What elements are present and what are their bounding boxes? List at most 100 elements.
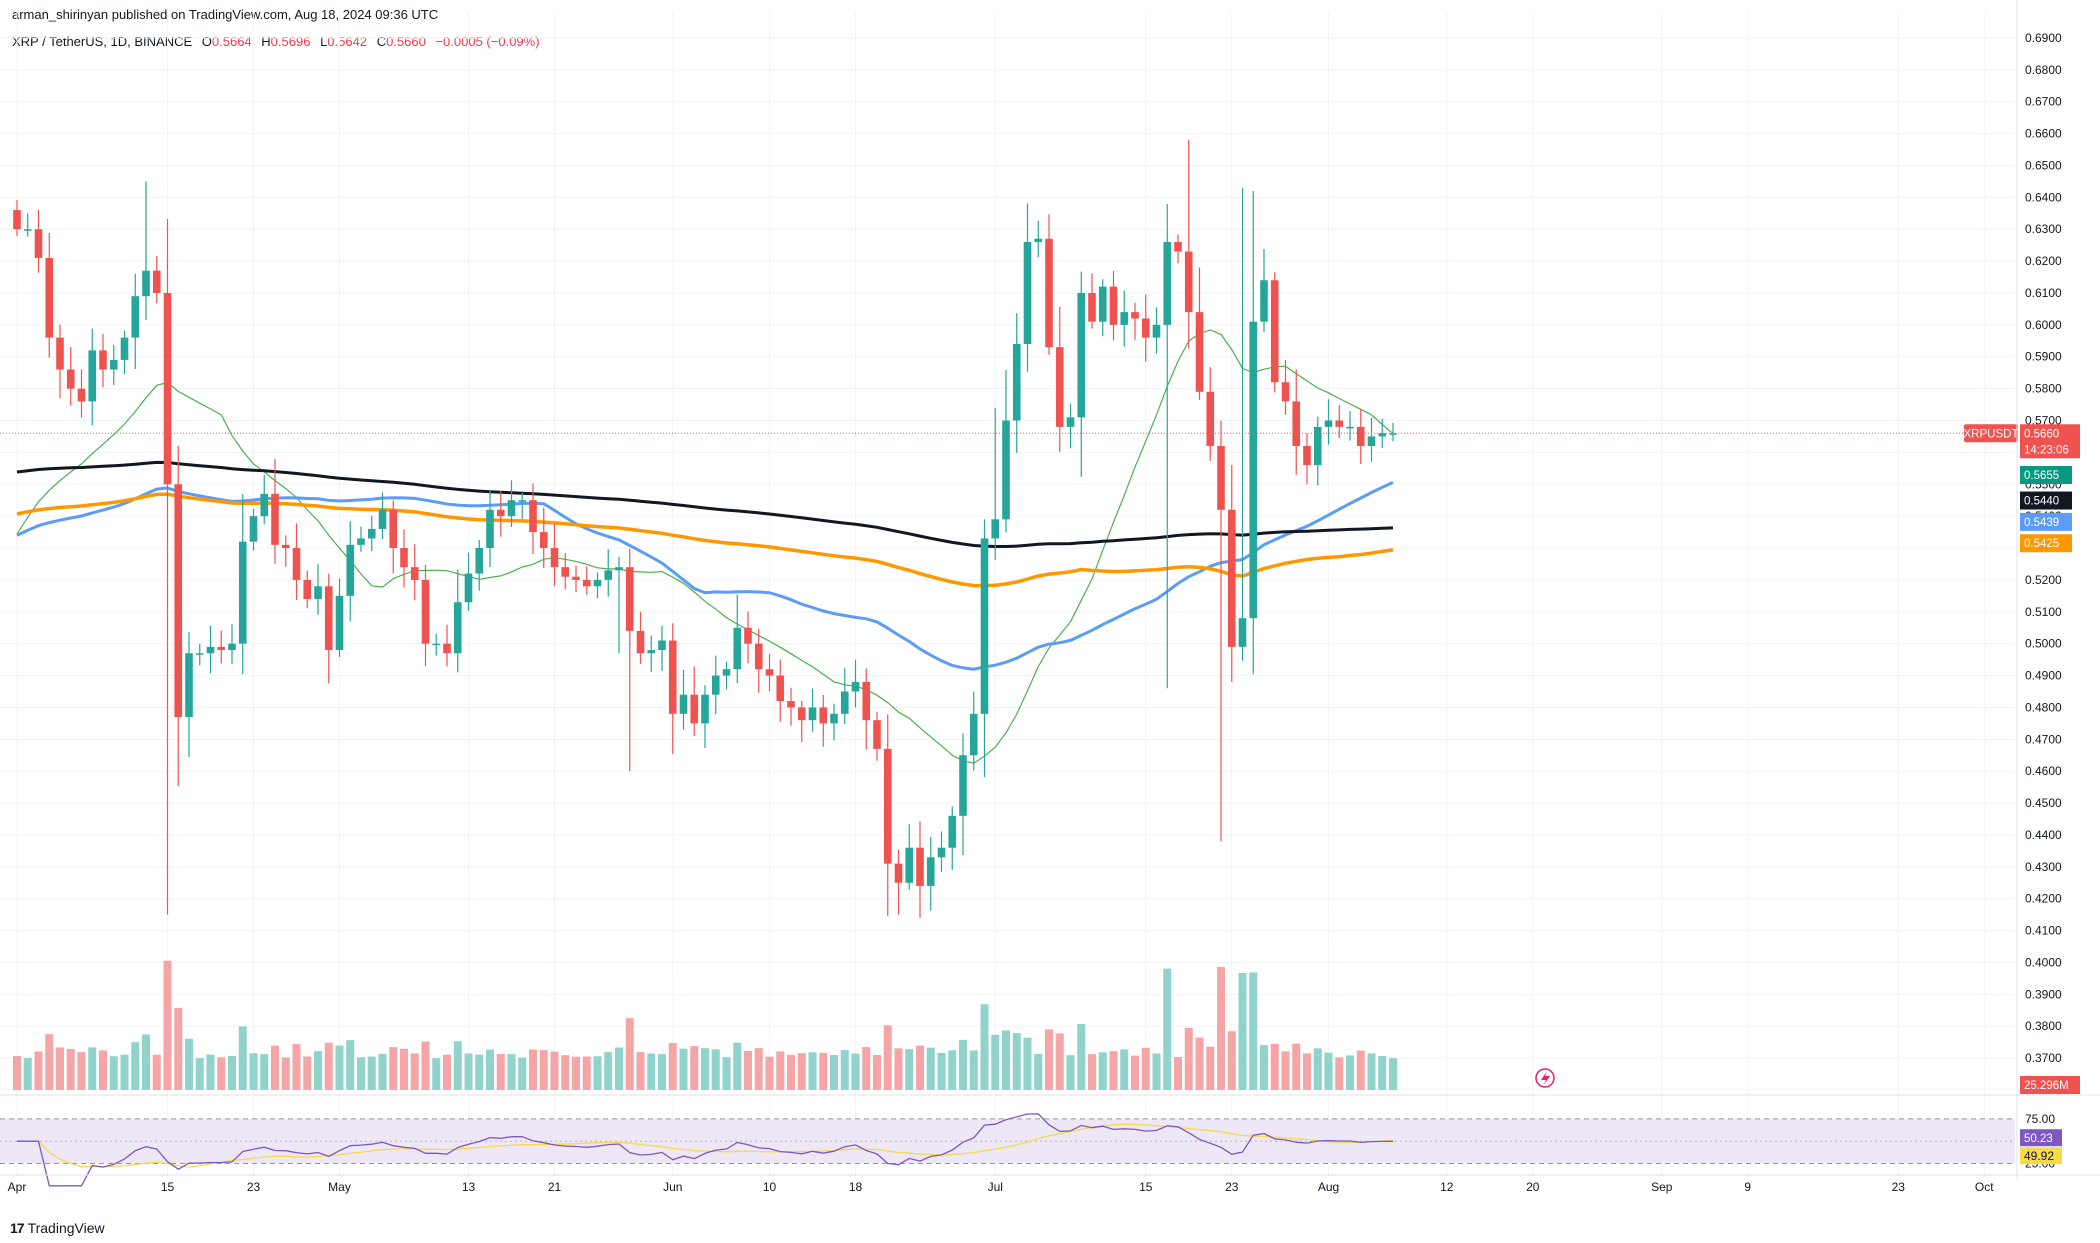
volume-bar bbox=[464, 1053, 473, 1090]
volume-bar bbox=[873, 1055, 881, 1090]
volume-bar bbox=[1206, 1046, 1215, 1090]
candle-body bbox=[1292, 401, 1301, 447]
volume-bar bbox=[744, 1051, 752, 1090]
symbol-tag-box bbox=[1964, 424, 2018, 443]
volume-bar bbox=[722, 1057, 731, 1090]
candle-body bbox=[959, 755, 967, 816]
volume-bar bbox=[443, 1054, 451, 1090]
candle-body bbox=[217, 646, 226, 651]
candle-body bbox=[529, 500, 537, 533]
volume-bar bbox=[754, 1048, 763, 1090]
volume-bar bbox=[1045, 1029, 1053, 1090]
candle-body bbox=[754, 643, 763, 670]
candle-body bbox=[1346, 426, 1354, 429]
volume-bar bbox=[228, 1055, 236, 1090]
candle-body bbox=[1088, 292, 1096, 322]
volume-bar bbox=[1260, 1045, 1268, 1090]
candle-body bbox=[1249, 321, 1258, 619]
volume-bar bbox=[131, 1042, 140, 1090]
open-label: O bbox=[201, 34, 212, 49]
candle-body bbox=[1195, 312, 1204, 392]
ma-black-price-tag-text: 0.5440 bbox=[2024, 496, 2059, 508]
candle-body bbox=[787, 701, 795, 708]
candle-body bbox=[679, 694, 688, 714]
volume-bar bbox=[99, 1050, 107, 1090]
price-axis: 0.6900 0.6800 0.6700 0.6600 0.6500 0.6400 0.63… bbox=[2025, 31, 2062, 1097]
candle-body bbox=[432, 643, 441, 646]
ma-orange-line bbox=[16, 492, 1394, 588]
candle-body bbox=[1281, 382, 1290, 402]
volume-bar bbox=[776, 1051, 785, 1090]
ma-blue-price-tag-box bbox=[2020, 512, 2072, 531]
volume-bar bbox=[926, 1047, 935, 1090]
date-tick-label: May bbox=[328, 1180, 351, 1194]
date-tick-label: 12 bbox=[1440, 1180, 1454, 1194]
candle-body bbox=[486, 509, 494, 549]
volume-value-tag: 25.296M bbox=[2020, 1076, 2080, 1094]
tradingview-brand[interactable]: 17 TradingView bbox=[10, 1220, 105, 1236]
volume-bar bbox=[1174, 1057, 1182, 1090]
date-tick-label: 15 bbox=[1139, 1180, 1153, 1194]
ma-black-line bbox=[16, 460, 1394, 548]
volume-bar bbox=[851, 1053, 860, 1090]
candle-body bbox=[830, 713, 838, 724]
candle-body bbox=[797, 707, 806, 721]
volume-bar bbox=[905, 1049, 914, 1090]
candle-body bbox=[464, 573, 473, 603]
volume-bar bbox=[1163, 968, 1172, 1090]
candle-body bbox=[45, 257, 54, 338]
volume-bar bbox=[765, 1056, 774, 1090]
candle-body bbox=[969, 713, 978, 756]
volume-bar bbox=[335, 1045, 344, 1090]
candle-body bbox=[88, 350, 97, 402]
candle-body bbox=[980, 538, 989, 714]
candle-body bbox=[1066, 417, 1075, 427]
candle-body bbox=[851, 681, 860, 692]
price-tick-label: 0.5100 bbox=[2025, 605, 2062, 619]
candle-body bbox=[1023, 241, 1032, 344]
volume-bar bbox=[1389, 1058, 1397, 1090]
candle-body bbox=[378, 509, 387, 529]
price-tick-label: 0.5200 bbox=[2025, 573, 2062, 587]
price-tick-label: 0.6600 bbox=[2025, 127, 2062, 141]
price-tick-label: 0.5000 bbox=[2025, 637, 2062, 651]
volume-bar bbox=[507, 1054, 516, 1090]
candle-body bbox=[1217, 446, 1225, 510]
rsi-ma-value-tag: 49.92 bbox=[2020, 1147, 2062, 1165]
volume-bar bbox=[937, 1052, 946, 1090]
candle-body bbox=[1389, 433, 1397, 435]
volume-bar bbox=[808, 1052, 817, 1090]
volume-bars bbox=[13, 960, 1397, 1090]
candle-body bbox=[1270, 280, 1279, 383]
price-tag-value: 0.5660 bbox=[2024, 428, 2059, 440]
volume-bar bbox=[1002, 1030, 1010, 1090]
date-tick-label: 15 bbox=[161, 1180, 175, 1194]
volume-bar bbox=[1098, 1052, 1107, 1090]
volume-bar bbox=[1141, 1047, 1150, 1090]
candle-body bbox=[593, 579, 602, 587]
price-tick-label: 0.3900 bbox=[2025, 987, 2062, 1001]
volume-bar bbox=[1023, 1037, 1032, 1090]
volume-bar bbox=[561, 1055, 570, 1090]
volume-bar bbox=[1088, 1054, 1096, 1090]
price-tick-label: 0.5800 bbox=[2025, 382, 2062, 396]
candle-body bbox=[400, 548, 408, 568]
volume-bar bbox=[1077, 1023, 1086, 1090]
candle-body bbox=[109, 359, 118, 370]
candle-body bbox=[1260, 280, 1268, 322]
candle-body bbox=[701, 694, 709, 724]
candle-body bbox=[131, 296, 140, 338]
price-tick-label: 0.5700 bbox=[2025, 414, 2062, 428]
candle-body bbox=[1378, 433, 1387, 437]
volume-bar bbox=[77, 1052, 86, 1090]
price-tick-label: 0.4400 bbox=[2025, 828, 2062, 842]
candle-body bbox=[636, 630, 645, 654]
volume-bar bbox=[830, 1055, 838, 1090]
candle-body bbox=[1174, 241, 1182, 252]
date-tick-label: 10 bbox=[763, 1180, 777, 1194]
volume-bar bbox=[120, 1054, 129, 1090]
candle-body bbox=[142, 270, 150, 297]
price-tick-label: 0.4900 bbox=[2025, 669, 2062, 683]
